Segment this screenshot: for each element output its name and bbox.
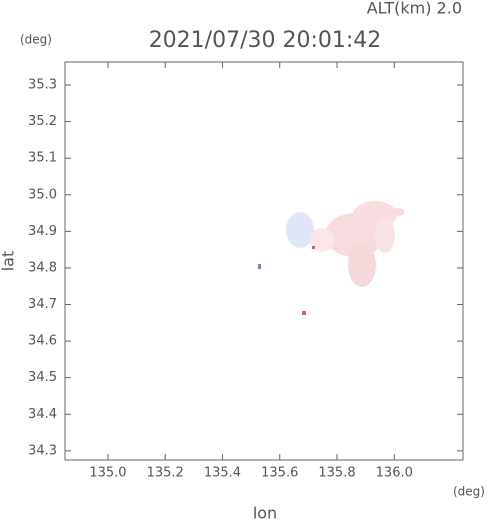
y-tick-label: 35.1 — [28, 151, 57, 166]
altitude-label: ALT(km) 2.0 — [367, 0, 462, 18]
y-tick-label: 34.5 — [28, 370, 57, 385]
y-unit: (deg) — [20, 33, 52, 47]
x-tick-label: 135.2 — [147, 466, 184, 481]
x-tick-label: 135.4 — [204, 466, 241, 481]
echo — [258, 264, 261, 269]
y-tick-label: 35.2 — [28, 114, 57, 129]
echo — [348, 243, 376, 287]
chart-title: 2021/07/30 20:01:42 — [149, 28, 382, 53]
y-tick-label: 34.3 — [28, 443, 57, 458]
echo — [312, 246, 315, 249]
plot-frame — [64, 61, 464, 461]
x-tick-label: 135.6 — [261, 466, 298, 481]
y-tick-label: 34.6 — [28, 334, 57, 349]
echo — [310, 228, 334, 252]
echo — [392, 208, 404, 216]
echo — [302, 311, 306, 315]
x-tick-label: 135.8 — [318, 466, 355, 481]
y-tick-label: 35.3 — [28, 78, 57, 93]
echo — [286, 212, 314, 248]
x-tick-label: 136.0 — [376, 466, 413, 481]
y-axis-label: lat — [0, 251, 18, 272]
y-tick-label: 35.0 — [28, 187, 57, 202]
x-unit: (deg) — [453, 485, 485, 499]
x-axis-label: lon — [253, 504, 277, 521]
x-tick-label: 135.0 — [89, 466, 126, 481]
y-tick-label: 34.7 — [28, 297, 57, 312]
y-tick-label: 34.8 — [28, 260, 57, 275]
y-tick-label: 34.4 — [28, 407, 57, 422]
echo — [375, 217, 395, 253]
y-tick-label: 34.9 — [28, 224, 57, 239]
echo-area — [258, 201, 404, 315]
